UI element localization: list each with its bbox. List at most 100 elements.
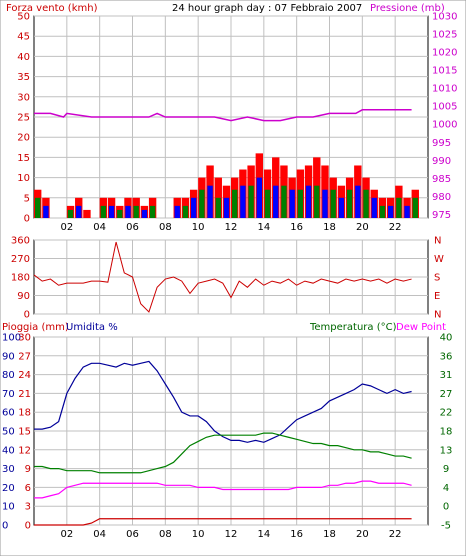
temperature-y-tick-label: 18	[440, 427, 453, 438]
wind-x-tick-label: 06	[126, 222, 139, 233]
wind-y-tick-label: 0	[24, 214, 30, 225]
wind-gust-bar	[141, 209, 148, 218]
wind-gust-bar	[330, 189, 336, 218]
rain-line	[34, 518, 412, 526]
pressure-y-tick-label: 990	[432, 156, 451, 167]
dewpoint-line	[34, 480, 412, 499]
compass-tick-label: W	[434, 254, 444, 265]
rain-axis-title: Pioggia (mm)	[2, 322, 69, 333]
rain-y-tick-label: 18	[18, 408, 31, 419]
humidity-y-tick-label: 40	[2, 445, 15, 456]
wind-gust-bar	[264, 189, 271, 218]
wind-gust-bar	[240, 185, 246, 218]
wind-y-tick-label: 20	[17, 133, 30, 144]
wind-gust-bar	[289, 189, 295, 218]
wind-gust-bar	[43, 205, 49, 218]
wind-y-tick-labels: 0 5 10 15 20 25 30 35 40 45 50	[17, 12, 30, 225]
humidity-y-tick-label: 60	[2, 408, 15, 419]
wind-x-tick-label: 18	[323, 222, 336, 233]
humidity-y-tick-label: 30	[2, 464, 15, 475]
temperature-y-tick-label: 36	[440, 351, 453, 362]
humidity-y-tick-label: 50	[2, 427, 15, 438]
temperature-y-tick-label: 4	[443, 483, 449, 494]
humidity-axis-title: Umidita %	[66, 322, 118, 333]
direction-y-tick-label: 180	[11, 273, 30, 284]
wind-gust-bar	[346, 189, 353, 218]
humidity-y-tick-label: 70	[2, 389, 15, 400]
temperature-y-tick-label: 9	[443, 464, 449, 475]
wind-gust-bar	[133, 205, 139, 218]
humidity-y-tick-labels: 0 10 20 30 40 50 60 70 80 90 100	[2, 333, 21, 532]
direction-y-tick-label: 360	[11, 236, 30, 247]
temp-x-tick-labels: 02 04 06 08 10 12 14 16 18 20 22	[60, 529, 401, 540]
wind-y-tick-label: 30	[17, 92, 30, 103]
pressure-y-tick-label: 1005	[432, 102, 457, 113]
wind-gust-bar	[149, 205, 156, 218]
temp-x-tick-label: 20	[356, 529, 369, 540]
direction-grid	[34, 239, 428, 315]
wind-gust-bar	[182, 205, 189, 218]
temperature-y-tick-label: 13	[440, 445, 453, 456]
wind-gust-bar	[387, 205, 394, 218]
temp-grid	[34, 336, 428, 526]
wind-gust-bar	[248, 185, 254, 218]
wind-gust-bar	[174, 205, 180, 218]
temp-x-tick-label: 06	[126, 529, 139, 540]
wind-gust-bar	[305, 185, 312, 218]
rain-y-tick-label: 21	[18, 389, 31, 400]
temperature-y-tick-label: 0	[443, 502, 449, 513]
wind-gust-bar	[396, 197, 402, 218]
wind-y-tick-label: 40	[17, 52, 30, 63]
wind-y-tick-label: 50	[17, 12, 30, 23]
humidity-line	[34, 360, 412, 443]
rain-y-tick-label: 6	[25, 483, 31, 494]
direction-y-tick-label: 0	[24, 310, 30, 321]
temp-x-tick-label: 16	[290, 529, 303, 540]
rain-y-tick-label: 0	[25, 521, 31, 532]
humidity-y-tick-label: 20	[2, 483, 15, 494]
temperature-y-tick-labels: -5 0 4 9 13 18 22 27 31 36 40	[440, 333, 453, 532]
wind-x-tick-label: 14	[257, 222, 270, 233]
wind-x-tick-label: 22	[389, 222, 402, 233]
pressure-y-tick-label: 975	[432, 210, 451, 221]
wind-gust-bar	[355, 185, 361, 218]
wind-gust-bar	[404, 205, 410, 218]
pressure-y-tick-label: 995	[432, 138, 451, 149]
wind-gust-bar	[35, 197, 41, 218]
rain-y-tick-labels: 0 3 6 9 12 15 18 21 24 27 30	[18, 333, 31, 532]
temp-x-tick-label: 12	[225, 529, 238, 540]
wind-x-tick-label: 20	[356, 222, 369, 233]
dewpoint-axis-title: Dew Point	[396, 322, 446, 333]
temp-x-tick-label: 22	[389, 529, 402, 540]
temperature-axis-title: Temperatura (°C)	[309, 322, 397, 333]
wind-gust-bar	[223, 197, 230, 218]
pressure-y-tick-label: 1025	[432, 30, 457, 41]
wind-gust-bar	[363, 189, 369, 218]
wind-gust-bar	[371, 197, 377, 218]
wind-y-tick-label: 45	[17, 32, 30, 43]
wind-x-tick-label: 02	[60, 222, 73, 233]
rain-y-tick-label: 9	[25, 464, 31, 475]
wind-y-tick-label: 5	[24, 193, 30, 204]
wind-gust-bar	[190, 197, 197, 218]
compass-tick-label: E	[434, 291, 440, 302]
temperature-y-tick-label: 27	[440, 389, 453, 400]
wind-gust-bar	[412, 197, 418, 218]
pressure-y-tick-label: 1030	[432, 12, 457, 23]
rain-y-tick-label: 3	[25, 502, 31, 513]
pressure-y-tick-label: 1020	[432, 48, 457, 59]
wind-gust-bar	[108, 205, 115, 218]
temp-x-tick-label: 18	[323, 529, 336, 540]
wind-gust-bar	[199, 189, 205, 218]
wind-gust-bar	[67, 209, 74, 218]
wind-y-tick-label: 25	[17, 113, 30, 124]
wind-gust-bar	[207, 185, 213, 218]
wind-gust-bar	[100, 205, 107, 218]
wind-gust-bar	[76, 205, 82, 218]
humidity-y-tick-label: 100	[2, 333, 21, 344]
pressure-y-tick-labels: 975 980 985 990 995 1000 1005 1010 1015 1020 1025 1…	[432, 12, 457, 221]
wind-x-tick-label: 08	[159, 222, 172, 233]
